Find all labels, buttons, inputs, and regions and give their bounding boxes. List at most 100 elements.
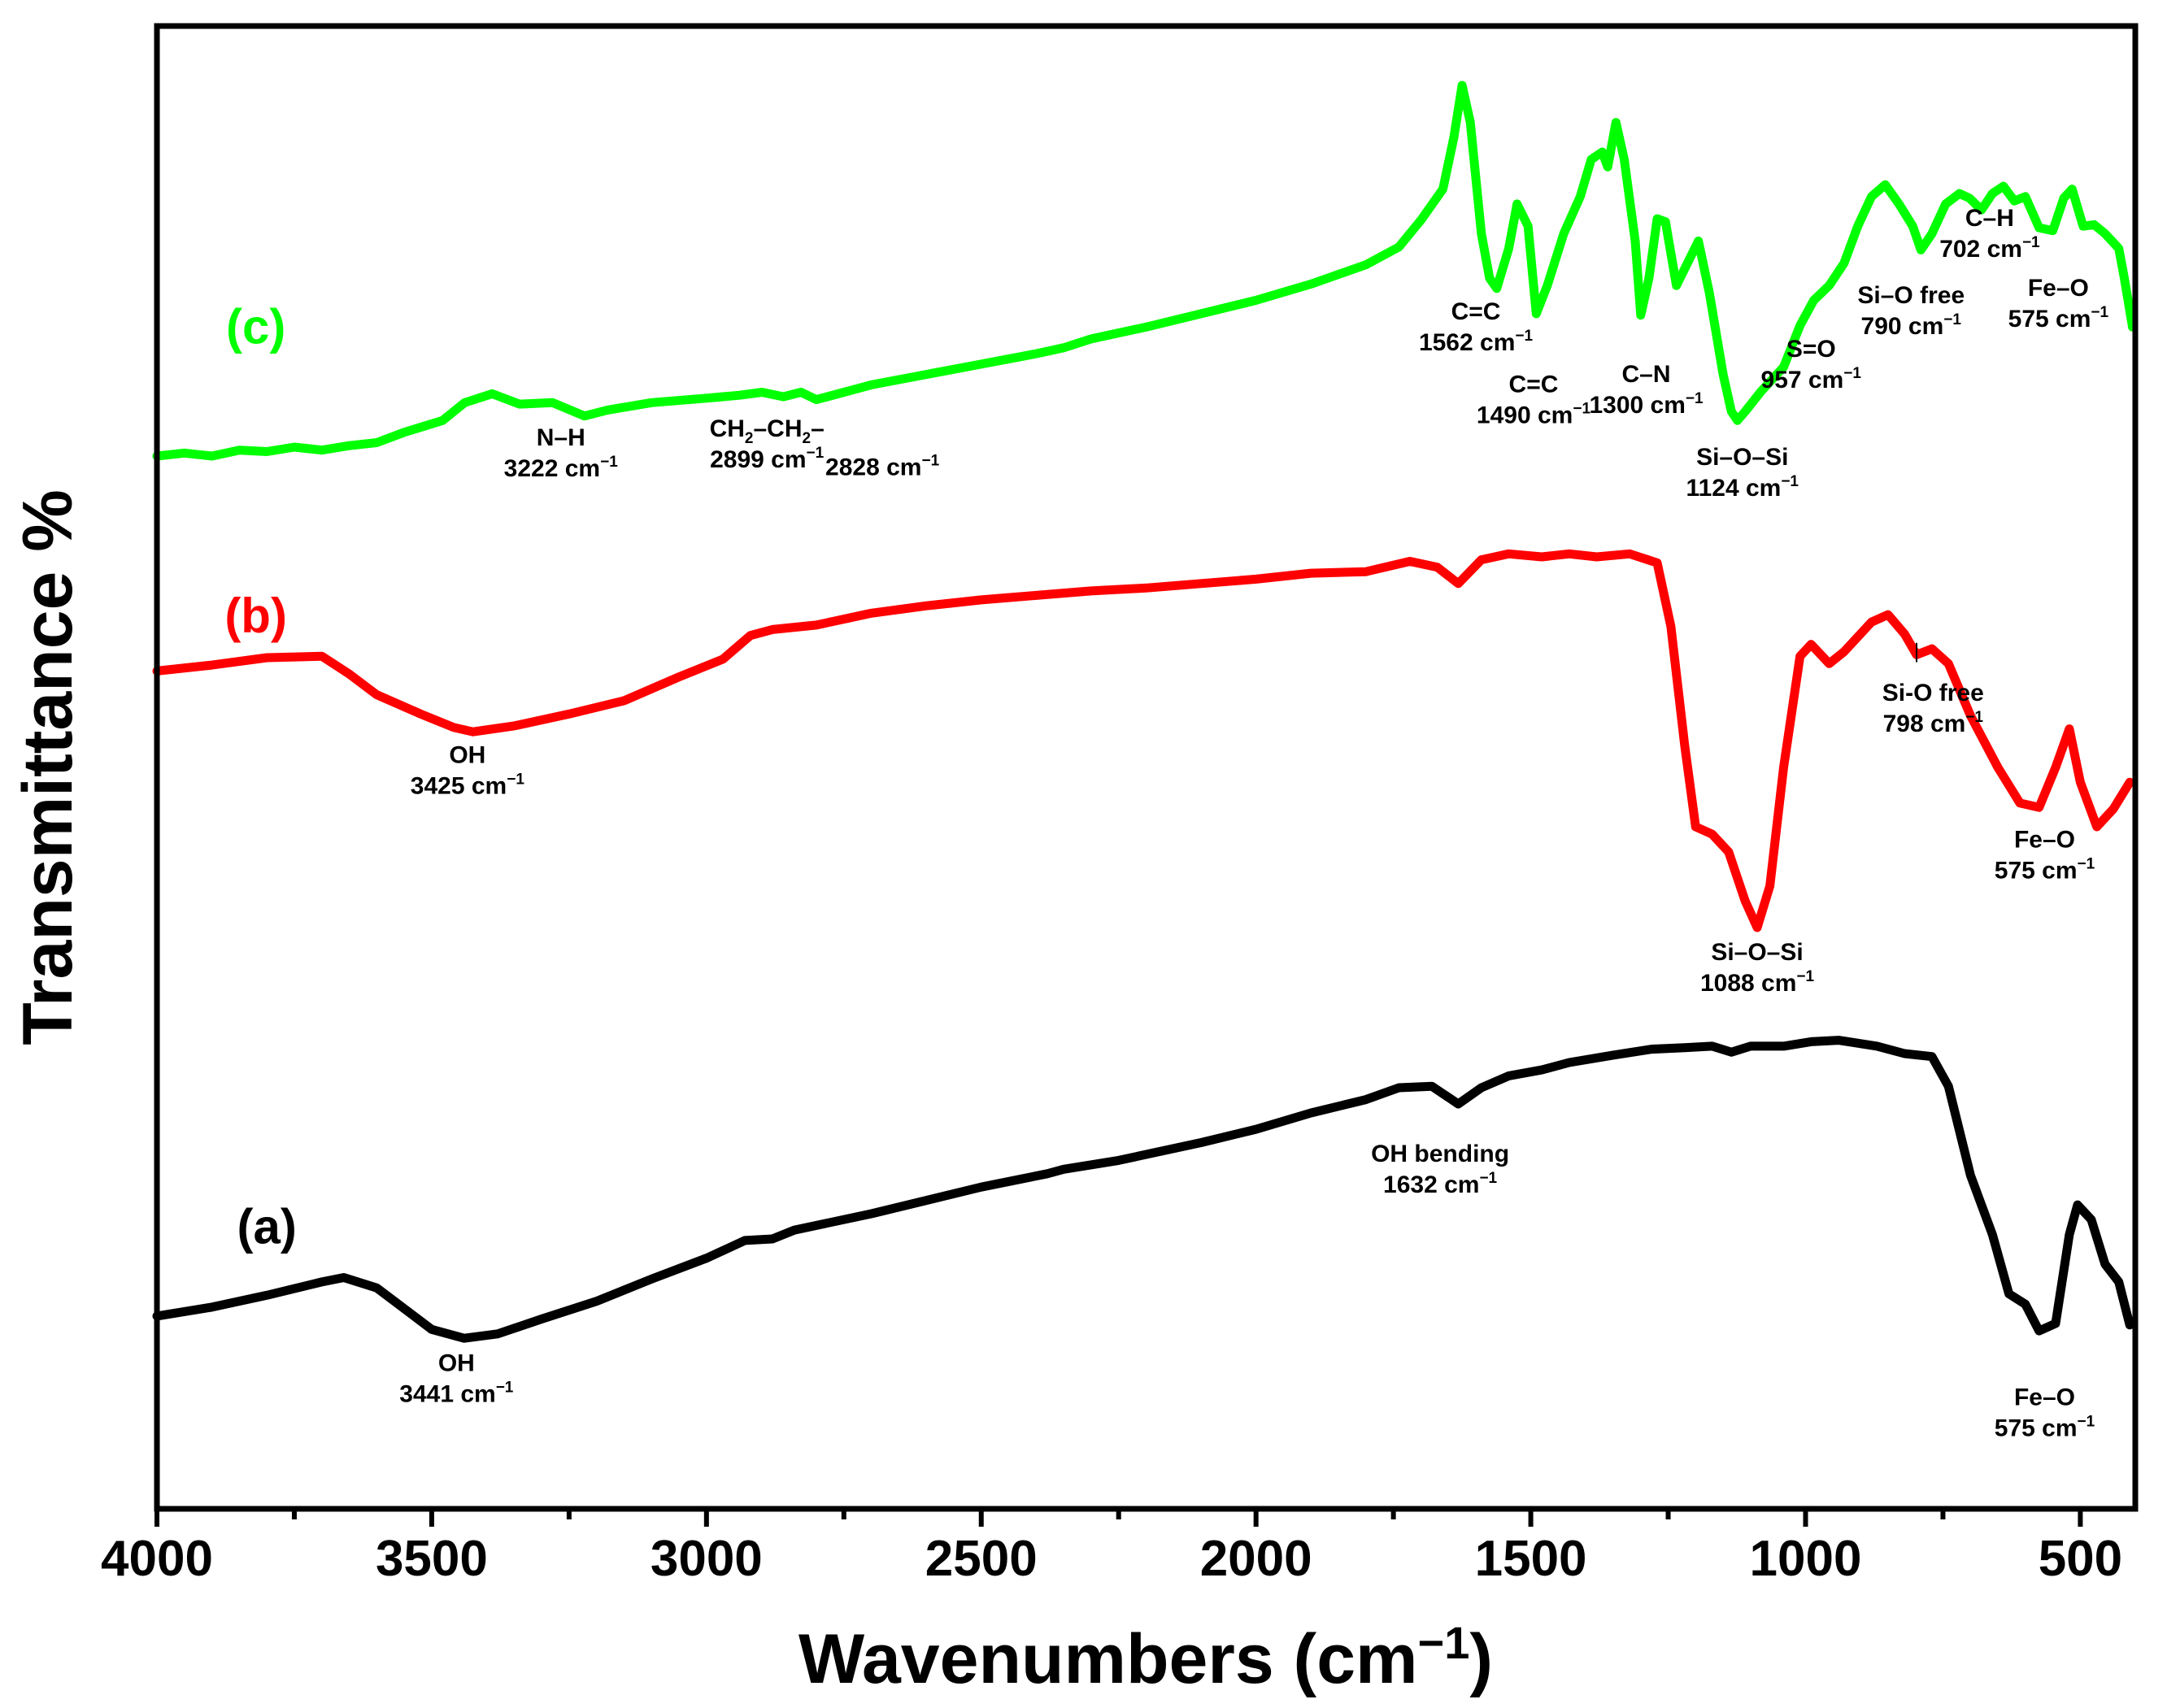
series-label-a: (a)	[237, 1200, 296, 1254]
formula-part: –CH	[753, 415, 802, 442]
annotation-wavenumber: 1632 cm−1	[1383, 1170, 1498, 1198]
series-layer	[152, 80, 2138, 1343]
wavenumber-value: 3222 cm	[504, 455, 600, 482]
annotation-c-cc2: C=C 1490 cm−1	[1477, 372, 1591, 429]
x-tick-label: 4000	[101, 1531, 213, 1587]
annotation-a-feo: Fe–O 575 cm−1	[1995, 1384, 2095, 1441]
wavenumber-value: 575 cm	[1995, 1415, 2078, 1441]
x-ticks: 4000 3500 3000 2500 2000 1500 1000 500	[101, 1509, 2122, 1587]
wavenumber-sup: −1	[1515, 328, 1533, 345]
wavenumber-sup: −1	[507, 771, 524, 789]
wavenumber-sup: −1	[1965, 709, 1983, 726]
wavenumber-sup: −1	[1843, 365, 1861, 382]
annotation-wavenumber: 2828 cm−1	[825, 453, 940, 481]
annotation-wavenumber: 798 cm−1	[1883, 709, 1984, 737]
annotation-a-ohbend: OH bending 1632 cm−1	[1371, 1141, 1509, 1198]
annotation-group: Si–O free	[1857, 282, 1965, 309]
annotation-group: OH	[449, 742, 485, 769]
x-tick-label: 3500	[376, 1531, 488, 1587]
x-tick-label: 1000	[1750, 1531, 1862, 1587]
series-labels: (a) (b) (c)	[224, 299, 297, 1254]
wavenumber-value: 1632 cm	[1383, 1171, 1479, 1198]
wavenumber-sup: −1	[496, 1379, 514, 1396]
annotation-group: N–H	[537, 424, 585, 451]
wavenumber-value: 798 cm	[1883, 711, 1966, 737]
annotation-c-cc1: C=C 1562 cm−1	[1419, 298, 1534, 356]
wavenumber-value: 3441 cm	[399, 1380, 495, 1407]
wavenumber-sup: −1	[807, 445, 825, 462]
series-line-c	[152, 80, 2138, 461]
annotation-group: OH bending	[1371, 1141, 1509, 1167]
x-axis-title: Wavenumbers (cm−1)	[798, 1617, 1493, 1698]
annotation-wavenumber: 575 cm−1	[2008, 304, 2109, 332]
annotation-group: OH	[438, 1349, 475, 1376]
wavenumber-value: 1088 cm	[1700, 970, 1796, 997]
annotation-c-ch2: CH2–CH2–2899 cm−1	[710, 415, 825, 473]
wavenumber-value: 1300 cm	[1589, 392, 1685, 419]
wavenumber-sup: −1	[1943, 311, 1961, 328]
axes-layer	[154, 23, 2139, 1512]
wavenumber-sup: −1	[1796, 968, 1814, 985]
annotation-group: Fe–O	[2014, 826, 2075, 853]
annotation-c-nh: N–H 3222 cm−1	[504, 424, 619, 482]
wavenumber-value: 790 cm	[1861, 313, 1944, 340]
wavenumber-sup: −1	[2091, 304, 2108, 321]
x-tick-label: 2500	[925, 1531, 1038, 1587]
series-label-b: (b)	[224, 589, 287, 643]
annotation-a-oh: OH 3441 cm−1	[399, 1349, 514, 1407]
annotation-wavenumber: 790 cm−1	[1861, 311, 1962, 340]
annotation-group: Fe–O	[2028, 275, 2089, 302]
wavenumber-value: 3425 cm	[411, 773, 507, 800]
annotation-b-oh: OH 3425 cm−1	[411, 742, 525, 800]
wavenumber-sup: −1	[921, 453, 939, 470]
annotation-group: C=C	[1509, 372, 1559, 398]
wavenumber-value: 1124 cm	[1686, 475, 1782, 502]
x-tick-label: 3000	[651, 1531, 763, 1587]
annotation-wavenumber: 702 cm−1	[1939, 234, 2040, 263]
series-label-c: (c)	[226, 299, 285, 354]
annotation-b-sio: Si-O free 798 cm−1	[1882, 642, 1984, 737]
wavenumber-sup: −1	[1686, 390, 1704, 407]
annotation-wavenumber: 1088 cm−1	[1700, 968, 1815, 997]
formula-subscript: 2	[745, 430, 754, 447]
annotation-wavenumber: 1124 cm−1	[1686, 473, 1799, 502]
series-line-b	[152, 549, 2134, 932]
annotation-c-2828: 2828 cm−1	[825, 453, 940, 481]
annotation-group: Fe–O	[2014, 1384, 2075, 1410]
formula-subscript: 2	[803, 430, 812, 447]
annotation-wavenumber: 575 cm−1	[1995, 855, 2095, 884]
formula-part: –	[811, 415, 825, 442]
wavenumber-value: 2899 cm	[710, 446, 806, 473]
annotation-group: S=O	[1786, 336, 1836, 363]
annotation-wavenumber: 2899 cm−1	[710, 445, 825, 473]
annotation-group: C–H	[1965, 205, 2014, 232]
x-tick-label: 2000	[1200, 1531, 1312, 1587]
x-tick-label: 1500	[1475, 1531, 1587, 1587]
wavenumber-value: 1562 cm	[1419, 329, 1515, 356]
annotation-group: Si–O–Si	[1711, 939, 1803, 966]
annotation-wavenumber: 1562 cm−1	[1419, 328, 1534, 356]
wavenumber-sup: −1	[2078, 1413, 2095, 1430]
wavenumber-value: 575 cm	[2008, 306, 2091, 332]
x-axis-title-sup: −1	[1418, 1617, 1470, 1668]
series-line-a	[152, 1036, 2134, 1343]
annotation-group: Si-O free	[1882, 680, 1984, 706]
wavenumber-sup: −1	[2022, 234, 2040, 251]
annotation-group: C=C	[1451, 298, 1501, 325]
wavenumber-sup: −1	[1573, 401, 1590, 418]
plot-frame	[154, 23, 2139, 1512]
wavenumber-sup: −1	[1479, 1170, 1497, 1187]
wavenumber-sup: −1	[1781, 473, 1799, 490]
annotation-wavenumber: 1490 cm−1	[1477, 401, 1591, 429]
wavenumber-value: 1490 cm	[1477, 402, 1573, 429]
formula-part: CH	[710, 415, 745, 442]
